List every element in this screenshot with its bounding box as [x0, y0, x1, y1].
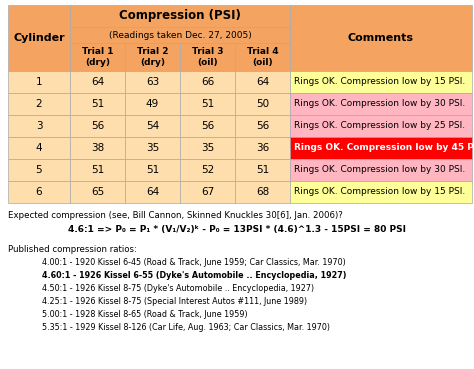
Bar [70, 115, 125, 137]
Bar [290, 181, 472, 203]
Bar [180, 115, 235, 137]
Text: 4.60:1 - 1926 Kissel 6-55 (Dyke's Automobile .. Encyclopedia, 1927): 4.60:1 - 1926 Kissel 6-55 (Dyke's Automo… [42, 271, 346, 280]
Bar [235, 115, 290, 137]
Bar [235, 137, 290, 159]
Bar [290, 71, 472, 93]
Bar [235, 159, 290, 181]
Bar [125, 159, 180, 181]
Bar [125, 137, 180, 159]
Text: 54: 54 [146, 121, 159, 131]
Text: 56: 56 [201, 121, 214, 131]
Bar [8, 159, 70, 181]
Text: 35: 35 [201, 143, 214, 153]
Text: 5: 5 [36, 165, 42, 175]
Text: 5.35:1 - 1929 Kissel 8-126 (Car Life, Aug. 1963; Car Classics, Mar. 1970): 5.35:1 - 1929 Kissel 8-126 (Car Life, Au… [42, 323, 330, 332]
Text: Trial 2
(dry): Trial 2 (dry) [137, 47, 168, 67]
Bar [180, 71, 235, 93]
Text: Published compression ratios:: Published compression ratios: [8, 245, 137, 254]
Text: Cylinder: Cylinder [13, 33, 65, 43]
Bar [235, 93, 290, 115]
Text: 4: 4 [36, 143, 42, 153]
Text: 4.25:1 - 1926 Kissel 8-75 (Special Interest Autos #111, June 1989): 4.25:1 - 1926 Kissel 8-75 (Special Inter… [42, 297, 307, 306]
Text: Trial 1
(dry): Trial 1 (dry) [82, 47, 113, 67]
Bar [70, 43, 125, 71]
Bar [70, 27, 290, 43]
Text: 2: 2 [36, 99, 42, 109]
Bar [125, 115, 180, 137]
Bar [70, 5, 290, 27]
Bar [290, 159, 472, 181]
Bar [70, 181, 125, 203]
Bar [290, 115, 472, 137]
Bar [125, 43, 180, 71]
Bar [8, 71, 70, 93]
Text: Rings OK. Compression low by 30 PSI.: Rings OK. Compression low by 30 PSI. [294, 100, 465, 108]
Bar [180, 137, 235, 159]
Bar [180, 93, 235, 115]
Text: 51: 51 [201, 99, 214, 109]
Text: 4.50:1 - 1926 Kissel 8-75 (Dyke's Automobile .. Encyclopedia, 1927): 4.50:1 - 1926 Kissel 8-75 (Dyke's Automo… [42, 284, 314, 293]
Text: Rings OK. Compression low by 15 PSI.: Rings OK. Compression low by 15 PSI. [294, 187, 465, 197]
Bar [125, 181, 180, 203]
Bar [70, 137, 125, 159]
Bar [8, 115, 70, 137]
Bar [180, 43, 235, 71]
Text: Rings OK. Compression low by 15 PSI.: Rings OK. Compression low by 15 PSI. [294, 77, 465, 86]
Text: 56: 56 [256, 121, 269, 131]
Bar [8, 181, 70, 203]
Text: 5.00:1 - 1928 Kissel 8-65 (Road & Track, June 1959): 5.00:1 - 1928 Kissel 8-65 (Road & Track,… [42, 310, 247, 319]
Text: (Readings taken Dec. 27, 2005): (Readings taken Dec. 27, 2005) [109, 31, 251, 39]
Text: 51: 51 [91, 165, 104, 175]
Bar [180, 159, 235, 181]
Text: 36: 36 [256, 143, 269, 153]
Bar [70, 71, 125, 93]
Bar [70, 159, 125, 181]
Text: Trial 3
(oil): Trial 3 (oil) [192, 47, 223, 67]
Text: Rings OK. Compression low by 25 PSI.: Rings OK. Compression low by 25 PSI. [294, 121, 465, 131]
Text: 4.00:1 - 1920 Kissel 6-45 (Road & Track, June 1959; Car Classics, Mar. 1970): 4.00:1 - 1920 Kissel 6-45 (Road & Track,… [42, 258, 346, 267]
Bar [235, 71, 290, 93]
Text: Trial 4
(oil): Trial 4 (oil) [246, 47, 278, 67]
Text: 3: 3 [36, 121, 42, 131]
Text: 68: 68 [256, 187, 269, 197]
Bar [290, 137, 472, 159]
Text: 65: 65 [91, 187, 104, 197]
Text: 6: 6 [36, 187, 42, 197]
Bar [70, 93, 125, 115]
Text: Expected compression (see, Bill Cannon, Skinned Knuckles 30[6], Jan. 2006)?: Expected compression (see, Bill Cannon, … [8, 211, 343, 220]
Bar [290, 93, 472, 115]
Text: 56: 56 [91, 121, 104, 131]
Text: 64: 64 [91, 77, 104, 87]
Bar [8, 137, 70, 159]
Bar [290, 5, 472, 71]
Text: 51: 51 [146, 165, 159, 175]
Text: 63: 63 [146, 77, 159, 87]
Text: Comments: Comments [348, 33, 414, 43]
Bar [8, 93, 70, 115]
Text: 51: 51 [256, 165, 269, 175]
Text: 1: 1 [36, 77, 42, 87]
Bar [125, 93, 180, 115]
Text: 50: 50 [256, 99, 269, 109]
Text: 64: 64 [256, 77, 269, 87]
Text: 4.6:1 => P₀ = P₁ * (V₁/V₂)ᵏ - P₀ = 13PSI * (4.6)^1.3 - 15PSI = 80 PSI: 4.6:1 => P₀ = P₁ * (V₁/V₂)ᵏ - P₀ = 13PSI… [68, 225, 406, 234]
Text: 51: 51 [91, 99, 104, 109]
Bar [235, 181, 290, 203]
Bar [8, 5, 70, 71]
Bar [180, 181, 235, 203]
Bar [235, 43, 290, 71]
Text: 35: 35 [146, 143, 159, 153]
Text: 52: 52 [201, 165, 214, 175]
Text: 64: 64 [146, 187, 159, 197]
Bar [125, 71, 180, 93]
Text: Rings OK. Compression low by 30 PSI.: Rings OK. Compression low by 30 PSI. [294, 166, 465, 175]
Text: 66: 66 [201, 77, 214, 87]
Text: Rings OK. Compression low by 45 PSI!: Rings OK. Compression low by 45 PSI! [294, 144, 474, 152]
Text: 67: 67 [201, 187, 214, 197]
Text: 38: 38 [91, 143, 104, 153]
Text: 49: 49 [146, 99, 159, 109]
Text: Compression (PSI): Compression (PSI) [119, 10, 241, 23]
